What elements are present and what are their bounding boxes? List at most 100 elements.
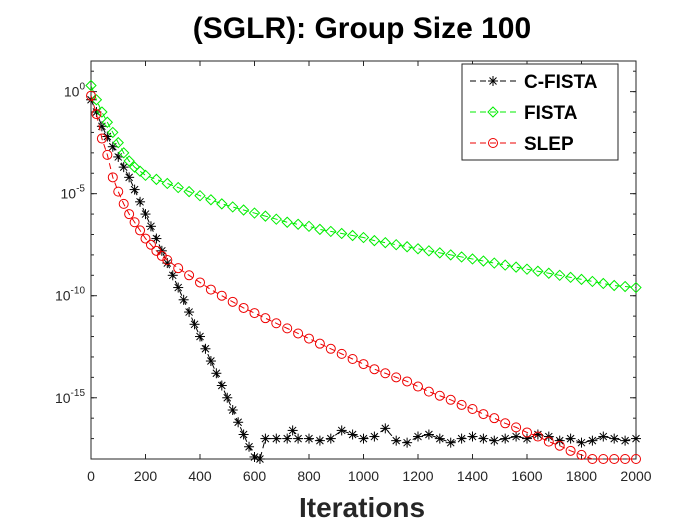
marker-c-fista: [140, 209, 151, 220]
marker-fista: [259, 210, 272, 222]
marker-slep: [173, 263, 184, 274]
marker-fista: [586, 275, 599, 288]
marker-slep: [554, 440, 565, 451]
marker-slep: [565, 445, 576, 456]
series-c-fista: [86, 94, 641, 464]
marker-c-fista: [413, 431, 423, 442]
marker-fista: [423, 245, 435, 257]
x-tick-label: 600: [243, 468, 267, 484]
marker-slep: [151, 245, 162, 256]
marker-c-fista: [156, 245, 167, 256]
x-tick-label: 1400: [457, 468, 488, 484]
marker-c-fista: [113, 151, 124, 162]
marker-slep: [467, 403, 478, 414]
marker-slep: [293, 328, 304, 339]
marker-slep: [511, 422, 522, 433]
marker-c-fista: [456, 433, 467, 444]
marker-c-fista: [576, 437, 587, 448]
x-tick-label: 800: [297, 468, 321, 484]
marker-fista: [390, 238, 402, 251]
marker-fista: [412, 243, 424, 255]
marker-slep: [145, 239, 156, 250]
marker-fista: [368, 234, 381, 247]
marker-fista: [499, 259, 511, 271]
marker-c-fista: [478, 433, 489, 444]
marker-c-fista: [598, 431, 609, 442]
legend-entry-c-fista: C-FISTA: [470, 72, 598, 93]
marker-c-fista: [347, 429, 358, 440]
marker-slep: [96, 133, 107, 144]
marker-slep: [205, 284, 216, 295]
marker-fista: [575, 273, 588, 286]
marker-c-fista: [500, 433, 511, 444]
marker-slep: [195, 277, 205, 288]
marker-slep: [304, 333, 314, 344]
marker-slep: [543, 436, 554, 447]
marker-slep: [118, 198, 129, 209]
marker-fista: [194, 190, 206, 202]
marker-fista: [455, 251, 468, 263]
marker-fista: [444, 249, 457, 261]
marker-slep: [314, 338, 325, 349]
marker-c-fista: [222, 392, 233, 403]
marker-slep: [336, 348, 347, 359]
legend-marker: [488, 76, 498, 86]
legend-label: FISTA: [524, 103, 578, 124]
marker-slep: [598, 454, 609, 464]
y-tick-label: 10-5: [61, 184, 86, 202]
marker-c-fista: [216, 380, 227, 391]
marker-fista: [134, 165, 146, 177]
marker-c-fista: [304, 433, 314, 444]
marker-fista: [357, 231, 370, 244]
marker-c-fista: [173, 282, 184, 293]
marker-c-fista: [620, 435, 631, 446]
marker-fista: [150, 173, 163, 186]
marker-c-fista: [200, 343, 211, 354]
x-tick-label: 200: [134, 468, 158, 484]
marker-c-fista: [118, 162, 129, 173]
marker-slep: [113, 186, 124, 197]
marker-slep: [631, 454, 641, 464]
marker-fista: [117, 147, 130, 159]
marker-fista: [226, 201, 239, 213]
marker-c-fista: [554, 435, 565, 446]
marker-fista: [477, 255, 490, 267]
marker-slep: [413, 381, 423, 392]
series-line-slep: [90, 95, 636, 460]
y-tick-label: 10-10: [55, 286, 85, 304]
legend-entry-fista: FISTA: [470, 103, 578, 124]
marker-slep: [434, 390, 445, 401]
marker-fista: [510, 261, 522, 273]
marker-slep: [489, 413, 500, 424]
marker-slep: [135, 225, 146, 236]
marker-c-fista: [102, 131, 113, 142]
marker-slep: [162, 255, 173, 265]
marker-fista: [139, 169, 152, 182]
marker-slep: [91, 109, 102, 120]
marker-slep: [609, 454, 620, 464]
y-tick-label: 100: [64, 82, 86, 100]
marker-fista: [553, 269, 566, 282]
marker-c-fista: [369, 431, 380, 442]
chart-title: (SGLR): Group Size 100: [193, 12, 531, 45]
legend-entry-slep: SLEP: [470, 134, 574, 155]
marker-c-fista: [244, 441, 255, 452]
marker-slep: [369, 364, 380, 375]
marker-slep: [391, 372, 402, 383]
marker-fista: [346, 229, 359, 242]
x-tick-label: 1200: [402, 468, 433, 484]
marker-slep: [140, 233, 151, 244]
marker-slep: [325, 343, 336, 354]
series-slep: [86, 90, 641, 464]
marker-c-fista: [325, 433, 336, 444]
marker-c-fista: [587, 435, 598, 446]
marker-c-fista: [271, 433, 282, 444]
marker-slep: [478, 409, 489, 420]
marker-fista: [90, 94, 103, 106]
x-tick-label: 1600: [511, 468, 542, 484]
marker-slep: [86, 90, 96, 101]
legend-label: SLEP: [524, 134, 574, 155]
legend: C-FISTA FISTA SLEP: [461, 63, 619, 161]
marker-c-fista: [423, 429, 434, 440]
marker-c-fista: [135, 196, 146, 207]
